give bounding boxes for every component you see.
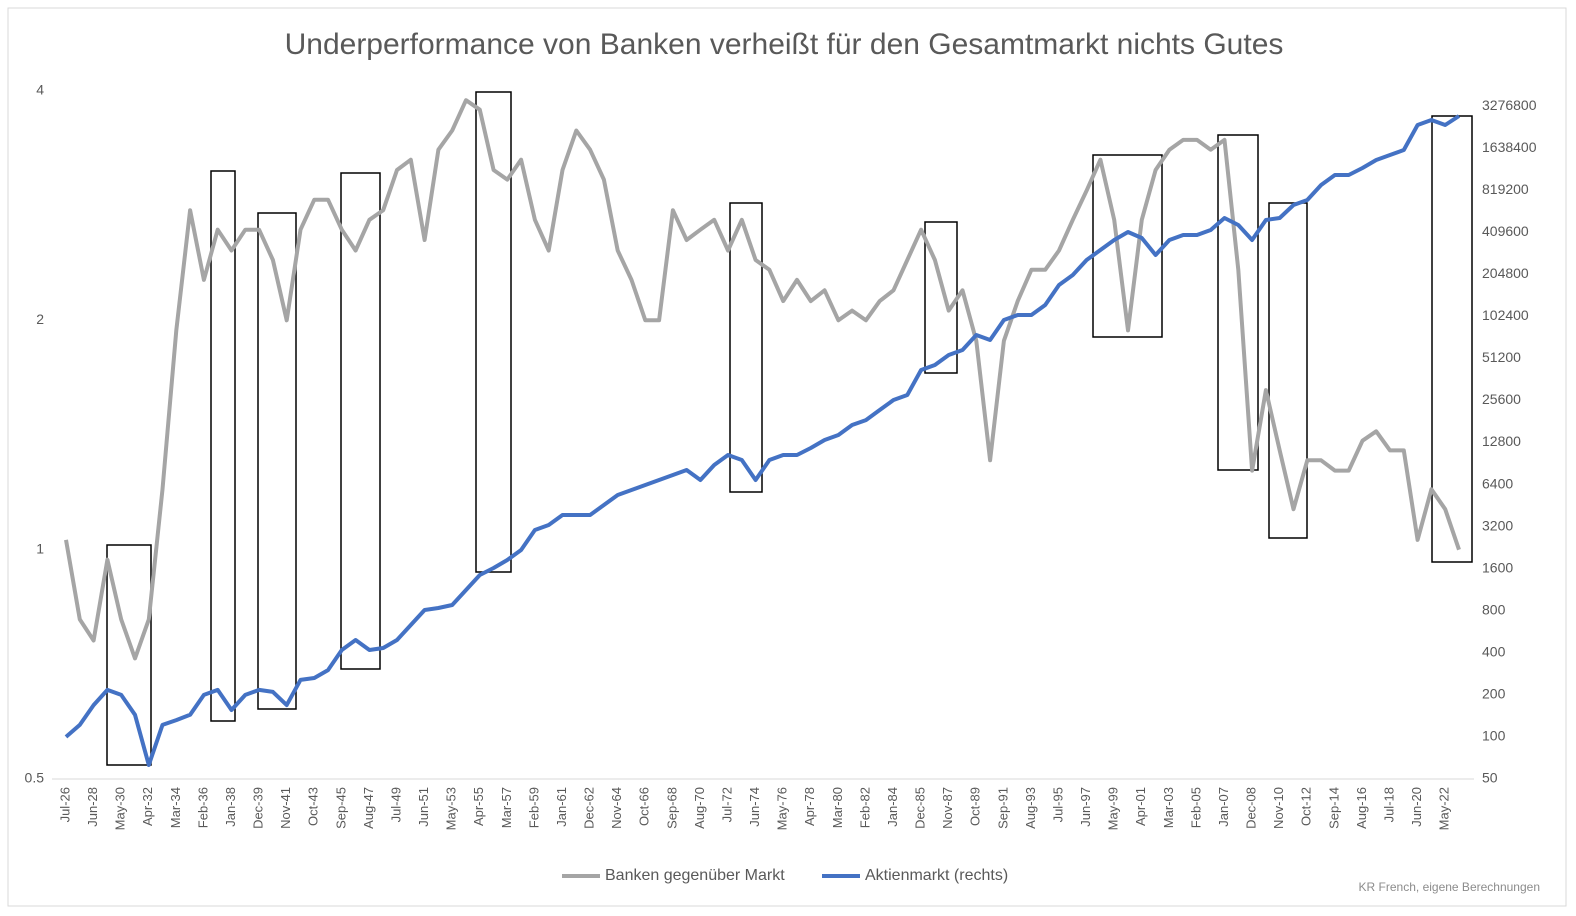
x-tick-label: Mar-03 — [1161, 787, 1176, 828]
x-tick-label: Nov-41 — [278, 787, 293, 829]
y2-tick-label: 1600 — [1482, 559, 1513, 575]
y2-tick-label: 51200 — [1482, 349, 1521, 365]
highlight-box — [1268, 202, 1308, 539]
x-tick-label: Jun-20 — [1409, 787, 1424, 827]
x-tick-label: Jul-72 — [719, 787, 734, 822]
x-tick-label: May-99 — [1106, 787, 1121, 830]
x-tick-label: Mar-80 — [830, 787, 845, 828]
highlight-box — [257, 212, 297, 710]
x-tick-label: Jul-18 — [1381, 787, 1396, 822]
x-tick-label: May-22 — [1437, 787, 1452, 830]
x-tick-label: Feb-59 — [526, 787, 541, 828]
y2-tick-label: 819200 — [1482, 181, 1529, 197]
legend-label: Aktienmarkt (rechts) — [865, 867, 1008, 884]
x-tick-label: Apr-32 — [140, 787, 155, 826]
x-tick-label: Jun-51 — [416, 787, 431, 827]
x-tick-label: Dec-39 — [251, 787, 266, 829]
data-line — [64, 114, 1461, 767]
x-tick-label: Jan-07 — [1216, 787, 1231, 827]
highlight-box — [210, 170, 236, 722]
y2-tick-label: 25600 — [1482, 391, 1521, 407]
x-tick-label: Sep-45 — [333, 787, 348, 829]
y2-tick-label: 50 — [1482, 770, 1498, 786]
source-note: KR French, eigene Berechnungen — [1359, 880, 1540, 894]
x-tick-label: Jul-49 — [388, 787, 403, 822]
y2-tick-label: 1638400 — [1482, 139, 1537, 155]
x-tick-label: Jul-26 — [57, 787, 72, 822]
x-tick-label: Apr-78 — [802, 787, 817, 826]
x-tick-label: May-30 — [113, 787, 128, 830]
x-tick-label: Oct-43 — [306, 787, 321, 826]
highlight-box — [106, 544, 152, 766]
y-tick-label: 2 — [36, 311, 44, 327]
x-tick-label: Jan-38 — [223, 787, 238, 827]
y2-tick-label: 6400 — [1482, 475, 1513, 491]
x-tick-label: Feb-36 — [195, 787, 210, 828]
x-tick-label: Jun-97 — [1078, 787, 1093, 827]
y-tick-label: 4 — [36, 82, 44, 98]
x-tick-label: Jun-74 — [747, 787, 762, 827]
x-tick-label: Feb-05 — [1188, 787, 1203, 828]
x-tick-label: Sep-68 — [664, 787, 679, 829]
x-tick-label: Feb-82 — [857, 787, 872, 828]
highlight-box — [1431, 115, 1473, 563]
y2-tick-label: 12800 — [1482, 433, 1521, 449]
x-tick-label: Jan-84 — [885, 787, 900, 827]
highlight-box — [729, 202, 763, 493]
x-tick-label: Apr-55 — [471, 787, 486, 826]
y-tick-label: 0.5 — [25, 770, 45, 786]
x-tick-label: Dec-62 — [582, 787, 597, 829]
x-tick-label: Apr-01 — [1133, 787, 1148, 826]
x-tick-label: Oct-12 — [1299, 787, 1314, 826]
y-tick-label: 1 — [36, 540, 44, 556]
x-tick-label: Dec-85 — [913, 787, 928, 829]
x-tick-label: Sep-91 — [995, 787, 1010, 829]
x-tick-label: Nov-64 — [609, 787, 624, 829]
x-tick-label: Dec-08 — [1244, 787, 1259, 829]
x-tick-label: Aug-93 — [1023, 787, 1038, 829]
x-tick-label: May-76 — [775, 787, 790, 830]
y2-tick-label: 100 — [1482, 728, 1506, 744]
y2-tick-label: 3200 — [1482, 517, 1513, 533]
highlight-box — [1217, 134, 1259, 471]
y2-tick-label: 204800 — [1482, 265, 1529, 281]
x-tick-label: Jan-61 — [554, 787, 569, 827]
chart-title: Underperformance von Banken verheißt für… — [285, 28, 1284, 61]
highlight-boxes — [106, 91, 1473, 766]
y2-tick-label: 200 — [1482, 686, 1506, 702]
x-tick-label: Mar-34 — [168, 787, 183, 828]
y2-tick-label: 400 — [1482, 644, 1506, 660]
x-tick-label: Oct-66 — [637, 787, 652, 826]
highlight-box — [475, 91, 512, 573]
x-tick-label: Oct-89 — [968, 787, 983, 826]
y2-tick-label: 102400 — [1482, 307, 1529, 323]
x-tick-label: Aug-47 — [361, 787, 376, 829]
y2-tick-label: 800 — [1482, 601, 1506, 617]
x-tick-label: Jul-95 — [1050, 787, 1065, 822]
x-tick-label: May-53 — [444, 787, 459, 830]
x-tick-label: Jun-28 — [85, 787, 100, 827]
legend-label: Banken gegenüber Markt — [605, 867, 785, 884]
x-tick-label: Nov-10 — [1271, 787, 1286, 829]
y2-tick-label: 409600 — [1482, 223, 1529, 239]
data-line — [64, 98, 1461, 661]
x-tick-label: Aug-70 — [692, 787, 707, 829]
x-tick-label: Mar-57 — [499, 787, 514, 828]
y2-tick-label: 3276800 — [1482, 97, 1537, 113]
x-tick-label: Nov-87 — [940, 787, 955, 829]
highlight-box — [340, 172, 381, 670]
x-tick-label: Sep-14 — [1326, 787, 1341, 829]
x-tick-label: Aug-16 — [1354, 787, 1369, 829]
